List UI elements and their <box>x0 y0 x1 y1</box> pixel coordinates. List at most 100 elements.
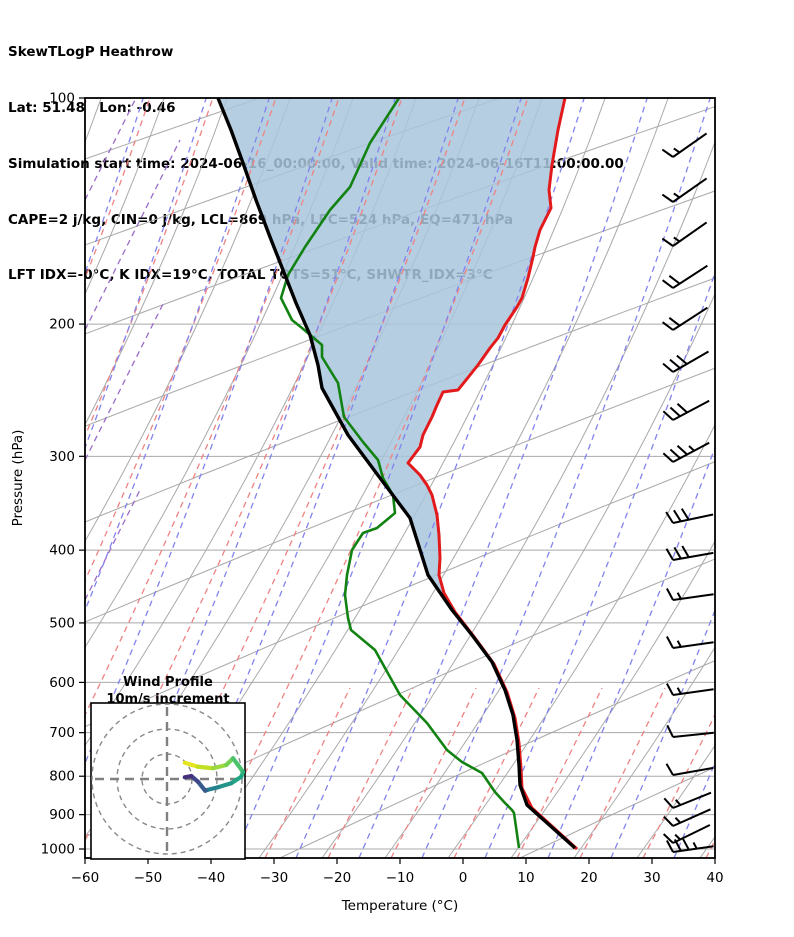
y-tick-label: 100 <box>49 91 75 107</box>
location-line: Lat: 51.48 Lon: -0.46 <box>8 99 176 116</box>
y-tick-label: 1000 <box>41 842 75 858</box>
barb-feather-full <box>673 546 682 560</box>
wind-barb <box>665 508 714 524</box>
red-dashed-line <box>85 98 277 583</box>
wind-barb <box>661 132 708 158</box>
barb-staff <box>672 306 708 331</box>
blue-dashed-line <box>421 98 711 858</box>
axis-ticks-and-labels: −60 −50 −40 −30 −20 −10 0 10 20 30 40 100 200 300 400 5… <box>41 91 724 887</box>
barb-staff <box>672 513 714 524</box>
barb-feather-full <box>676 403 688 414</box>
hodograph-segment <box>230 756 245 774</box>
barb-feather-half <box>673 192 681 199</box>
barb-staff <box>672 221 708 247</box>
barb-staff <box>672 766 714 776</box>
wind-barb <box>666 683 714 696</box>
dry-adiabat-line <box>85 558 715 838</box>
blue-dashed-lines <box>85 98 715 858</box>
barb-staff <box>672 132 708 158</box>
wind-barb <box>662 264 708 289</box>
isotherm-line <box>85 98 228 426</box>
barb-feather-half <box>674 817 682 824</box>
dry-adiabat-line <box>85 190 715 427</box>
violet-dashed-line <box>85 139 181 331</box>
dry-adiabat-line <box>279 660 715 858</box>
x-tick-label: −40 <box>197 870 226 886</box>
barb-feather-full <box>676 354 688 365</box>
dry-adiabat-line <box>85 461 715 728</box>
blue-dashed-line <box>85 98 270 613</box>
barb-feather-full <box>662 410 674 421</box>
y-tick-label: 500 <box>49 615 75 631</box>
barb-feather-full <box>662 833 674 844</box>
barb-staff <box>672 350 710 373</box>
violet-dashed-line <box>85 98 137 201</box>
isotherm-line <box>258 98 669 858</box>
barb-staff <box>672 441 710 463</box>
barb-feather-half <box>692 842 698 850</box>
barb-staff <box>672 824 711 844</box>
red-dashed-lines-low <box>327 688 414 858</box>
isotherm-line <box>85 98 165 296</box>
wind-barb <box>666 636 714 649</box>
barb-feather-full <box>661 193 674 203</box>
x-tick-label: −20 <box>323 870 352 886</box>
isotherm-line <box>321 140 715 858</box>
barb-feather-full <box>681 545 690 558</box>
barb-feather-half <box>676 687 682 695</box>
dry-adiabat-line <box>85 367 715 623</box>
wind-barb <box>662 824 711 844</box>
wind-barb-column <box>661 132 714 853</box>
barb-feather-half <box>688 445 695 452</box>
red-dashed-lines-low <box>579 688 666 858</box>
isotherm-line <box>85 98 291 543</box>
barb-feather-full <box>665 511 674 524</box>
sounding-curves <box>216 98 579 851</box>
x-tick-label: −50 <box>134 870 163 886</box>
x-tick-label: 0 <box>459 870 468 886</box>
barb-feather-full <box>668 317 681 327</box>
red-dashed-lines-low <box>705 839 715 858</box>
wind-barb <box>665 763 714 776</box>
barb-feather-half <box>676 592 682 600</box>
barb-feather-full <box>662 279 674 289</box>
blue-dashed-line <box>484 270 715 858</box>
barb-feather-half <box>674 833 681 841</box>
hodograph-segment <box>210 762 229 771</box>
barb-feather-full <box>663 815 674 827</box>
isotherm-line <box>510 540 715 858</box>
barb-staff <box>672 731 714 738</box>
barb-feather-full <box>673 509 682 522</box>
blue-dashed-line <box>232 98 522 858</box>
barb-feather-full <box>665 548 674 561</box>
barb-feather-full <box>666 683 674 696</box>
wind-barb <box>663 808 711 827</box>
red-dashed-line <box>85 98 340 717</box>
barb-feather-full <box>665 763 674 776</box>
barb-feather-full <box>662 452 674 463</box>
x-tick-label: 20 <box>580 870 597 886</box>
x-tick-label: −30 <box>260 870 289 886</box>
barb-staff <box>672 177 708 203</box>
x-axis-label: Temperature (°C) <box>341 898 459 914</box>
red-dashed-lines-low <box>264 688 351 858</box>
violet-dashed-line <box>85 489 141 601</box>
shaded-region <box>218 98 565 612</box>
barb-staff <box>672 264 708 289</box>
wind-barb <box>666 724 714 738</box>
barb-feather-full <box>666 724 674 738</box>
wind-barb <box>661 221 708 247</box>
hodograph-segment <box>182 760 201 769</box>
red-dashed-lines-low <box>516 688 603 858</box>
isotherm-line <box>699 836 715 858</box>
blue-dashed-line <box>295 98 585 858</box>
red-dashed-line <box>85 98 214 438</box>
x-tick-label: −10 <box>386 870 415 886</box>
dewpoint-curve <box>279 98 521 849</box>
barb-feather-full <box>668 275 681 285</box>
barb-staff <box>672 845 714 853</box>
inset-title-line1: Wind Profile <box>123 675 213 690</box>
cape-shaded-area <box>218 98 565 612</box>
